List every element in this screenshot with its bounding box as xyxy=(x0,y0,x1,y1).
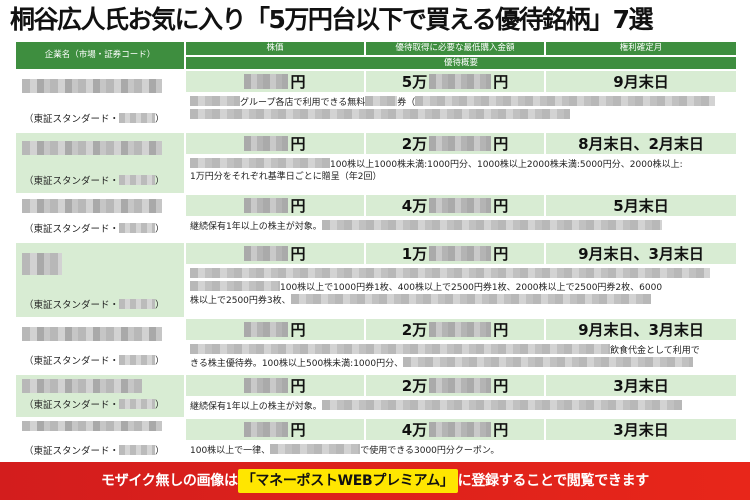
market-label: （東証スタンダード・） xyxy=(24,113,165,125)
company-cell: （東証スタンダード・） xyxy=(14,193,186,243)
min-amount-cell: 2万円 xyxy=(364,131,546,156)
company-cell: （東証スタンダード・） xyxy=(14,241,186,319)
table-row: （東証スタンダード・） 円 5万円 9月末日 xyxy=(14,69,738,133)
record-month-cell: 8月末日、2月末日 xyxy=(544,131,738,156)
summary-cell: 継続保有1年以上の株主が対象。 xyxy=(184,396,738,419)
company-cell: （東証スタンダード・） xyxy=(14,69,186,133)
header-company: 企業名（市場・証券コード） xyxy=(14,40,186,71)
record-month-cell: 3月末日 xyxy=(544,417,738,442)
company-cell: （東証スタンダード・） xyxy=(14,417,186,461)
summary-cell: 飲食代金として利用で きる株主優待券。100株以上500株未満:1000円分、 xyxy=(184,340,738,375)
mosaic-company-name xyxy=(22,199,162,213)
price-cell: 円 xyxy=(184,373,366,398)
summary-cell: 継続保有1年以上の株主が対象。 xyxy=(184,216,738,243)
market-label: （東証スタンダード・） xyxy=(24,223,165,235)
price-cell: 円 xyxy=(184,131,366,156)
record-month-cell: 5月末日 xyxy=(544,193,738,218)
header-price: 株価 xyxy=(184,40,366,57)
summary-cell: 100株以上1000株未満:1000円分、1000株以上2000株未満:5000… xyxy=(184,154,738,195)
table-row: （東証スタンダード・） 円 1万円 9月末日、3月末日 xyxy=(14,241,738,319)
header-record-month: 権利確定月 xyxy=(544,40,738,57)
header-min-amount: 優待取得に必要な最低購入金額 xyxy=(364,40,546,57)
price-cell: 円 xyxy=(184,193,366,218)
record-month-cell: 9月末日、3月末日 xyxy=(544,241,738,266)
table-row: （東証スタンダード・） 円 2万円 3月末日 xyxy=(14,373,738,419)
record-month-cell: 9月末日、3月末日 xyxy=(544,317,738,342)
table-row: （東証スタンダード・） 円 4万円 3月末日 xyxy=(14,417,738,461)
mosaic-company-name xyxy=(22,79,162,93)
company-cell: （東証スタンダード・） xyxy=(14,373,186,419)
summary-cell: 100株以上で1000円券1枚、400株以上で2500円券1枚、2000株以上で… xyxy=(184,264,738,319)
min-amount-cell: 2万円 xyxy=(364,373,546,398)
market-label: （東証スタンダード・） xyxy=(24,399,165,411)
page-title: 桐谷広人氏お気に入り「5万円台以下で買える優待銘柄」7選 xyxy=(10,5,654,34)
market-label: （東証スタンダード・） xyxy=(24,355,165,367)
min-amount-cell: 1万円 xyxy=(364,241,546,266)
min-amount-cell: 4万円 xyxy=(364,417,546,442)
premium-banner[interactable]: モザイク無しの画像は 「マネーポストWEBプレミアム」 に登録することで閲覧できます xyxy=(0,462,750,500)
price-cell: 円 xyxy=(184,417,366,442)
market-label: （東証スタンダード・） xyxy=(24,445,165,457)
mosaic-company-name xyxy=(22,327,162,341)
summary-cell: グループ各店で利用できる無料 券（ xyxy=(184,92,738,133)
market-label: （東証スタンダード・） xyxy=(24,175,165,187)
stock-table: 企業名（市場・証券コード） 株価 優待取得に必要な最低購入金額 権利確定月 優待… xyxy=(14,40,738,461)
table-row: （東証スタンダード・） 円 4万円 5月末日 xyxy=(14,193,738,243)
company-cell: （東証スタンダード・） xyxy=(14,317,186,375)
company-cell: （東証スタンダード・） xyxy=(14,131,186,195)
mosaic-company-name xyxy=(22,141,162,155)
price-cell: 円 xyxy=(184,241,366,266)
record-month-cell: 9月末日 xyxy=(544,69,738,94)
min-amount-cell: 5万円 xyxy=(364,69,546,94)
mosaic-company-name xyxy=(22,379,142,393)
min-amount-cell: 4万円 xyxy=(364,193,546,218)
record-month-cell: 3月末日 xyxy=(544,373,738,398)
table-row: （東証スタンダード・） 円 2万円 9月末日、3月末日 xyxy=(14,317,738,375)
market-label: （東証スタンダード・） xyxy=(24,299,165,311)
table-row: （東証スタンダード・） 円 2万円 8月末日、2月末日 xyxy=(14,131,738,195)
min-amount-cell: 2万円 xyxy=(364,317,546,342)
price-cell: 円 xyxy=(184,69,366,94)
price-cell: 円 xyxy=(184,317,366,342)
header-summary: 優待概要 xyxy=(184,55,738,71)
summary-cell: 100株以上で一律、 で使用できる3000円分クーポン。 xyxy=(184,440,738,461)
banner-text-post: に登録することで閲覧できます xyxy=(457,473,650,489)
banner-text-pre: モザイク無しの画像は xyxy=(100,473,238,489)
banner-highlight: 「マネーポストWEBプレミアム」 xyxy=(237,469,458,493)
mosaic-company-name xyxy=(22,253,62,275)
mosaic-company-name xyxy=(22,421,162,431)
